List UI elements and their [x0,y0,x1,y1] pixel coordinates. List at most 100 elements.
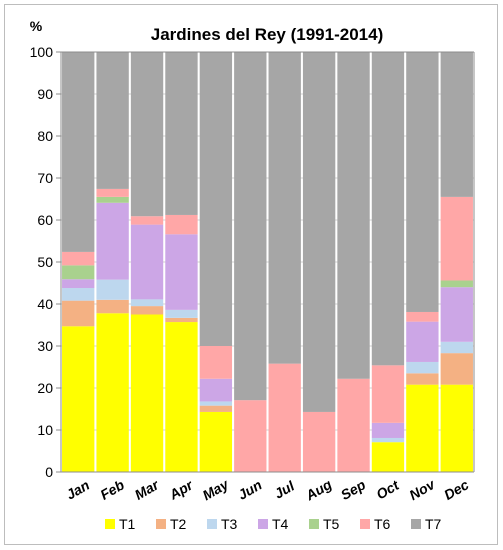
legend-item: T4 [258,516,289,532]
bar-segment-t6 [268,363,301,472]
x-tick-label: Aug [302,476,335,504]
x-tick-label: Oct [373,476,402,502]
bar-segment-t1 [62,326,95,472]
y-axis-label: % [30,18,43,34]
bar-segment-t5 [440,280,473,288]
bar-stack [165,52,198,472]
bar-segment-t7 [302,52,336,412]
y-tick-label: 90 [37,86,53,102]
y-tick-label: 60 [37,212,53,228]
legend-item: T5 [309,516,340,532]
bar-segment-t2 [130,306,164,315]
bar-segment-t1 [440,384,473,472]
bar-segment-t6 [165,214,198,235]
x-tick-label: Jul [271,477,297,502]
bar-segment-t1 [130,314,164,472]
legend: T1 T2 T3 T4 T5 T6 T7 [105,516,442,532]
bar-segment-t3 [440,341,473,354]
bar-segment-t6 [406,311,439,322]
legend-swatch [105,519,115,529]
bar-segment-t6 [62,251,95,266]
bar-segment-t1 [165,322,198,472]
bar-segment-t5 [62,265,95,280]
bar-segment-t1 [96,313,129,472]
bar-stack [268,52,301,472]
legend-swatch [207,519,217,529]
y-tick-label: 10 [37,422,53,438]
bar-segment-t2 [96,299,129,314]
bar-segment-t3 [62,288,95,301]
y-tick-label: 0 [45,464,53,480]
bar-segment-t5 [96,196,129,203]
legend-item: T3 [207,516,238,532]
x-tick-label: Sep [338,476,369,503]
bar-segment-t7 [165,52,198,215]
x-tick-label: Mar [132,476,163,503]
bar-stack [234,52,267,472]
x-axis-ticks: Jan Feb Mar Apr May Jun Jul Aug Sep Oct Nov Dec [63,475,471,504]
bar-segment-t7 [371,52,405,366]
legend-label: T5 [323,516,340,532]
legend-item: T6 [360,516,391,532]
legend-swatch [360,519,370,529]
bar-stack [337,52,370,472]
x-tick-label: Feb [97,476,127,503]
y-tick-label: 30 [37,338,53,354]
bar-segment-t3 [130,299,164,307]
bar-segment-t4 [440,287,473,342]
bar-segment-t2 [199,405,233,412]
bar-segment-t4 [165,234,198,310]
bar-segment-t6 [130,216,164,225]
bar-segment-t1 [371,442,405,472]
bar-segment-t4 [96,202,129,280]
legend-item: T7 [411,516,442,532]
bar-segment-t6 [302,411,336,472]
legend-label: T7 [425,516,442,532]
bar-segment-t6 [337,378,370,472]
bar-segment-t4 [130,224,164,300]
bar-segment-t7 [406,52,439,312]
bar-segment-t7 [440,52,473,197]
bar-segment-t7 [337,52,370,379]
bar-segment-t2 [406,373,439,385]
bar-segment-t6 [371,365,405,423]
x-tick-label: Jan [63,477,92,503]
bar-segment-t6 [440,196,473,281]
x-tick-label: Nov [406,476,438,504]
y-axis-ticks: 0 10 20 30 40 50 60 70 80 90 100 [30,44,61,480]
legend-swatch [258,519,268,529]
bar-segment-t3 [165,309,198,318]
bar-segment-t2 [165,317,198,323]
bar-stack [302,52,336,472]
bar-segment-t4 [62,279,95,289]
bar-segment-t2 [62,300,95,327]
x-tick-label: Apr [166,476,197,503]
bar-segment-t7 [96,52,129,189]
legend-label: T2 [170,516,187,532]
bar-segment-t6 [96,188,129,197]
bars [62,52,473,472]
y-tick-label: 40 [37,296,53,312]
bar-segment-t6 [199,346,233,379]
chart-title: Jardines del Rey (1991-2014) [151,25,383,44]
bar-segment-t7 [234,52,267,401]
bar-segment-t1 [199,411,233,472]
bar-segment-t7 [130,52,164,217]
bar-segment-t4 [371,422,405,438]
legend-label: T6 [374,516,391,532]
legend-swatch [411,519,421,529]
legend-label: T1 [119,516,136,532]
x-tick-label: May [200,475,233,503]
bar-segment-t7 [62,52,95,252]
legend-swatch [156,519,166,529]
bar-stack [96,52,129,472]
bar-segment-t1 [406,384,439,472]
y-tick-label: 70 [37,170,53,186]
bar-segment-t3 [406,361,439,374]
bar-segment-t3 [371,437,405,443]
bar-segment-t3 [96,279,129,300]
bar-segment-t3 [199,401,233,406]
x-tick-label: Jun [235,477,265,503]
y-tick-label: 50 [37,254,53,270]
